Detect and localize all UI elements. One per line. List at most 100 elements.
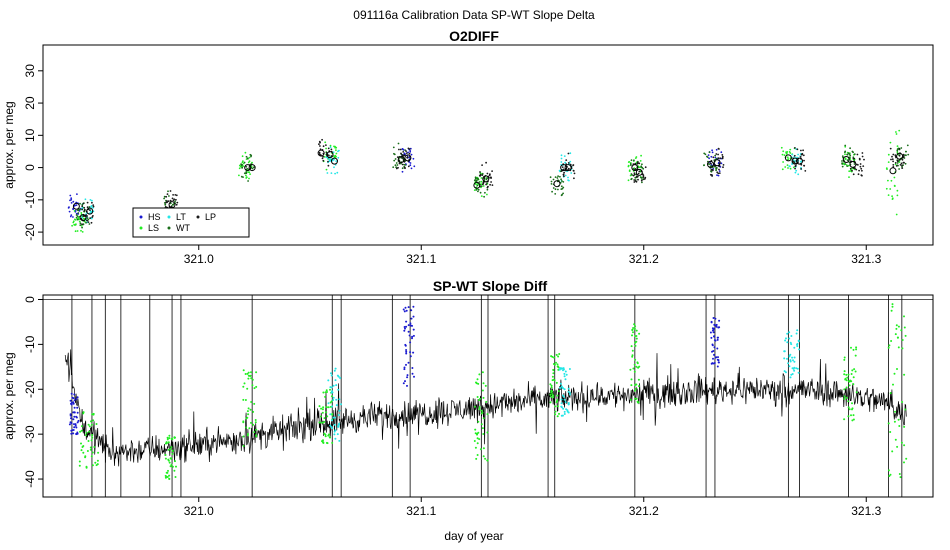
data-point-lp xyxy=(398,162,401,165)
overlay-point-ls xyxy=(325,389,328,392)
data-point-hs xyxy=(718,161,720,164)
overlay-point-ls xyxy=(329,401,332,404)
overlay-point-ls xyxy=(898,425,901,427)
data-point-wt xyxy=(552,178,555,181)
overlay-point-ls xyxy=(557,390,560,393)
data-point-lp xyxy=(175,194,178,197)
data-point-lp xyxy=(644,176,647,179)
data-point-ls xyxy=(885,187,888,190)
overlay-point-ls xyxy=(82,451,85,454)
mean-marker xyxy=(560,164,568,172)
overlay-point-hs xyxy=(714,317,717,320)
data-point-lt xyxy=(564,174,567,177)
legend-label-hs: HS xyxy=(148,212,161,222)
data-point-hs xyxy=(69,215,72,218)
mean-marker xyxy=(326,151,334,159)
data-point-ls xyxy=(896,151,899,154)
data-point-ls xyxy=(640,154,642,157)
overlay-point-ls xyxy=(320,407,323,410)
data-point-hs xyxy=(717,174,720,177)
overlay-point-ls xyxy=(167,469,169,472)
overlay-point-ls xyxy=(252,410,255,413)
overlay-point-ls xyxy=(549,401,552,404)
overlay-point-ls xyxy=(630,378,633,381)
figure-title: 091116a Calibration Data SP-WT Slope Del… xyxy=(353,8,595,22)
overlay-point-lt xyxy=(563,410,566,413)
data-point-ls xyxy=(789,167,792,170)
overlay-point-ls xyxy=(852,383,855,386)
data-point-lp xyxy=(400,152,402,155)
data-point-lp xyxy=(486,172,489,175)
data-point-lp xyxy=(573,172,576,175)
overlay-point-hs xyxy=(404,380,406,383)
data-point-lt xyxy=(799,160,802,163)
overlay-point-ls xyxy=(852,418,855,421)
data-point-wt xyxy=(710,170,712,173)
overlay-point-ls xyxy=(330,395,333,398)
overlay-point-ls xyxy=(250,371,252,374)
overlay-point-ls xyxy=(255,435,258,438)
data-point-ls xyxy=(248,160,251,163)
data-point-hs xyxy=(720,162,723,165)
overlay-point-ls xyxy=(327,406,330,409)
overlay-point-ls xyxy=(90,420,92,423)
overlay-point-lt xyxy=(332,416,335,419)
overlay-point-ls xyxy=(243,382,246,385)
overlay-point-ls xyxy=(552,372,555,375)
data-point-wt xyxy=(76,218,79,221)
overlay-point-hs xyxy=(76,411,79,414)
data-point-wt xyxy=(86,217,89,220)
overlay-point-lt xyxy=(793,346,796,349)
overlay-point-hs xyxy=(411,372,414,375)
overlay-point-ls xyxy=(556,363,559,366)
data-point-lt xyxy=(90,206,93,208)
overlay-point-ls xyxy=(324,395,327,398)
y-tick-label: -20 xyxy=(23,223,37,241)
overlay-point-ls xyxy=(854,354,857,357)
overlay-point-ls xyxy=(896,336,899,339)
data-point-ls xyxy=(782,150,785,153)
overlay-point-ls xyxy=(327,433,330,436)
overlay-point-lt xyxy=(335,384,338,387)
overlay-point-lt xyxy=(339,377,342,379)
overlay-point-lt xyxy=(783,357,786,360)
y-tick-label: -20 xyxy=(23,380,37,398)
overlay-point-ls xyxy=(904,334,907,337)
data-point-ls xyxy=(247,171,250,174)
data-point-wt xyxy=(79,222,82,225)
slope-diff-trace xyxy=(64,349,907,467)
overlay-point-ls xyxy=(174,460,176,463)
overlay-point-ls xyxy=(478,406,481,409)
data-point-ls xyxy=(325,168,328,171)
overlay-point-ls xyxy=(165,471,168,474)
overlay-point-ls xyxy=(251,384,254,387)
data-point-hs xyxy=(409,162,412,164)
overlay-point-lt xyxy=(559,382,562,385)
overlay-point-hs xyxy=(411,367,414,369)
data-point-lp xyxy=(718,165,721,168)
data-point-ls xyxy=(335,152,338,155)
data-point-lp xyxy=(892,153,895,156)
overlay-point-hs xyxy=(409,341,412,344)
overlay-point-lt xyxy=(795,367,798,370)
data-point-ls xyxy=(788,151,791,153)
data-point-wt xyxy=(557,188,559,191)
data-point-lp xyxy=(717,157,720,160)
overlay-point-lt xyxy=(337,425,339,428)
overlay-point-ls xyxy=(843,370,846,373)
mean-marker xyxy=(79,214,87,222)
data-point-lp xyxy=(92,204,95,207)
data-point-ls xyxy=(844,158,847,161)
overlay-point-ls xyxy=(556,405,559,408)
mean-marker xyxy=(397,156,405,164)
overlay-point-hs xyxy=(407,330,410,333)
overlay-point-ls xyxy=(900,441,903,444)
overlay-point-ls xyxy=(634,358,637,361)
data-point-wt xyxy=(632,168,635,170)
mean-marker xyxy=(317,149,325,157)
data-point-lp xyxy=(633,179,636,181)
data-point-lp xyxy=(722,164,725,166)
data-point-lp xyxy=(164,205,167,208)
data-point-ls xyxy=(80,225,83,227)
data-point-lp xyxy=(567,152,570,155)
